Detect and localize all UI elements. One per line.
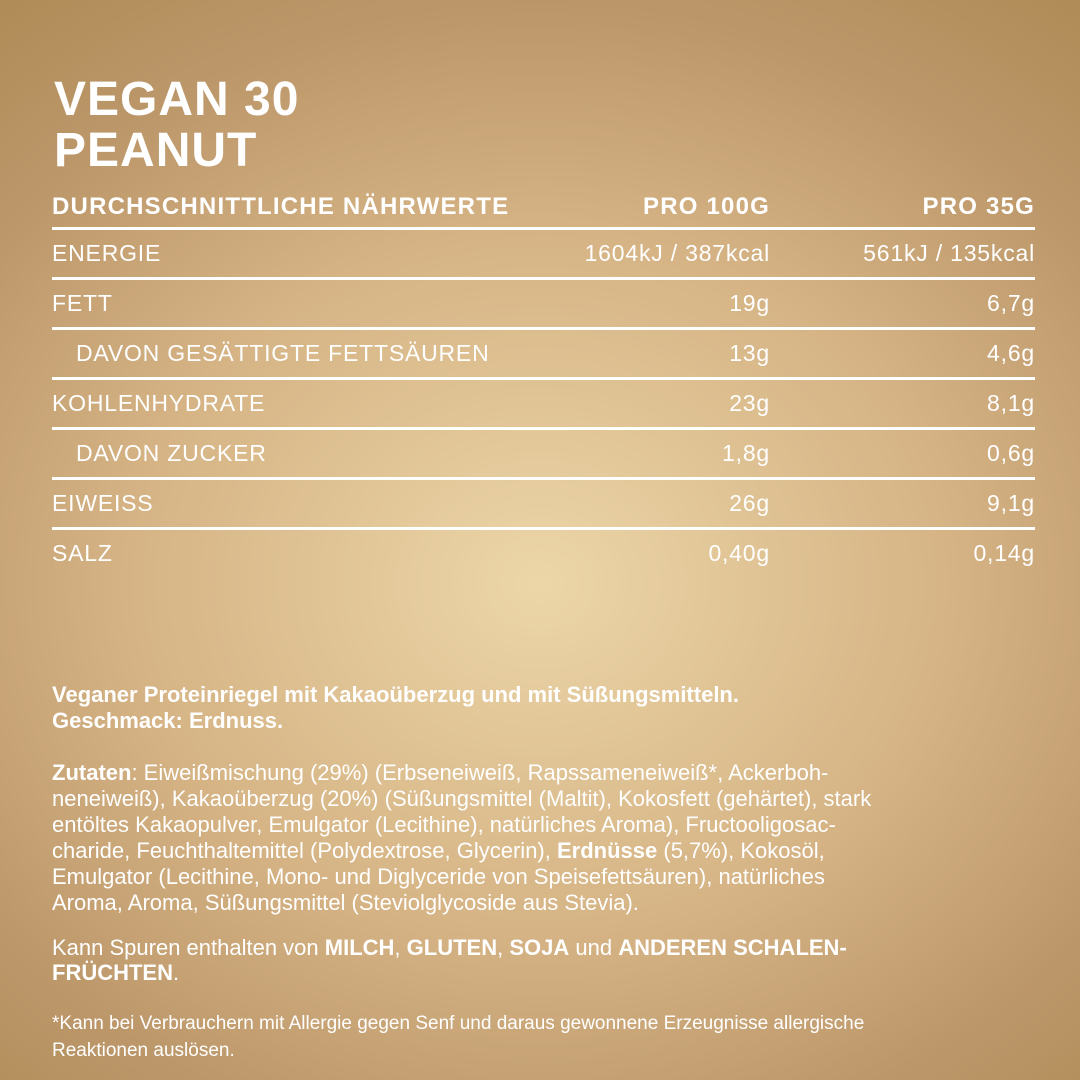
row-value-per100g: 1604kJ / 387kcal (584, 240, 770, 266)
product-title-line2: PEANUT (54, 124, 258, 178)
allergy-footnote: *Kann bei Verbrauchern mit Allergie gege… (52, 1010, 1037, 1064)
text-segment: (5,7%), Kokosöl, (657, 838, 825, 863)
table-row: FETT 19g 6,7g (52, 280, 1035, 327)
table-divider (52, 377, 1035, 380)
row-label: EIWEISS (52, 490, 154, 516)
row-label: KOHLENHYDRATE (52, 390, 266, 416)
row-label: SALZ (52, 540, 113, 566)
text-segment: Veganer Proteinriegel mit Kakaoüberzug u… (52, 682, 739, 707)
text-segment: neneiweiß), Kakaoüberzug (20%) (Süßungsm… (52, 786, 872, 811)
table-divider (52, 227, 1035, 230)
row-value-per35g: 0,14g (973, 540, 1035, 566)
text-segment: MILCH (324, 935, 395, 960)
row-label: FETT (52, 290, 113, 316)
header-per100g: PRO 100G (643, 192, 770, 220)
table-divider (52, 427, 1035, 430)
table-row: ENERGIE 1604kJ / 387kcal 561kJ / 135kcal (52, 230, 1035, 277)
table-row: SALZ 0,40g 0,14g (52, 530, 1035, 577)
row-value-per100g: 1,8g (722, 440, 770, 466)
row-value-per35g: 4,6g (987, 340, 1035, 366)
row-label: DAVON ZUCKER (76, 440, 267, 466)
table-divider (52, 477, 1035, 480)
text-segment: Zutaten (52, 760, 132, 785)
allergen-traces-text: Kann Spuren enthalten von MILCH, GLUTEN,… (52, 935, 1037, 985)
text-segment: Geschmack: Erdnuss. (52, 708, 284, 733)
text-segment: *Kann bei Verbrauchern mit Allergie gege… (52, 1013, 865, 1034)
text-segment: FRÜCHTEN (52, 960, 173, 985)
row-value-per100g: 0,40g (708, 540, 770, 566)
text-segment: GLUTEN (406, 935, 498, 960)
table-row: DAVON GESÄTTIGTE FETTSÄUREN 13g 4,6g (52, 330, 1035, 377)
text-segment: charide, Feuchthaltemittel (Polydextrose… (52, 838, 557, 863)
row-value-per35g: 561kJ / 135kcal (863, 240, 1035, 266)
text-segment: Reaktionen auslösen. (52, 1040, 235, 1061)
nutrition-table: DURCHSCHNITTLICHE NÄHRWERTE PRO 100G PRO… (52, 186, 1035, 577)
text-segment: . (173, 960, 180, 985)
text-segment: Aroma, Aroma, Süßungsmittel (Steviolglyc… (52, 890, 639, 915)
table-row: DAVON ZUCKER 1,8g 0,6g (52, 430, 1035, 477)
nutrition-table-rows: ENERGIE 1604kJ / 387kcal 561kJ / 135kcal FE… (52, 230, 1035, 577)
header-per35g: PRO 35G (922, 192, 1035, 220)
table-divider (52, 277, 1035, 280)
text-segment: Erdnüsse (556, 838, 658, 863)
row-value-per100g: 19g (729, 290, 770, 316)
row-label: ENERGIE (52, 240, 162, 266)
table-divider (52, 527, 1035, 530)
text-segment: Emulgator (Lecithine, Mono- und Diglycer… (52, 864, 825, 889)
header-label: DURCHSCHNITTLICHE NÄHRWERTE (52, 192, 510, 220)
text-segment: entöltes Kakaopulver, Emulgator (Lecithi… (52, 812, 836, 837)
row-label: DAVON GESÄTTIGTE FETTSÄUREN (76, 340, 490, 366)
product-description: Veganer Proteinriegel mit Kakaoüberzug u… (52, 682, 1037, 734)
text-segment: ANDEREN SCHALEN- (618, 935, 847, 960)
product-title: VEGAN 30 PEANUT (54, 74, 299, 176)
row-value-per100g: 26g (729, 490, 770, 516)
text-segment: : Eiweißmischung (29%) (Erbseneiweiß, Ra… (131, 760, 829, 785)
text-segment: , (497, 935, 510, 960)
row-value-per100g: 23g (729, 390, 770, 416)
product-title-line1: VEGAN 30 (54, 73, 300, 127)
nutrition-table-header: DURCHSCHNITTLICHE NÄHRWERTE PRO 100G PRO… (52, 186, 1035, 227)
row-value-per35g: 9,1g (987, 490, 1035, 516)
row-value-per100g: 13g (729, 340, 770, 366)
table-divider (52, 327, 1035, 330)
row-value-per35g: 0,6g (987, 440, 1035, 466)
row-value-per35g: 8,1g (987, 390, 1035, 416)
text-segment: und (569, 935, 619, 960)
table-row: KOHLENHYDRATE 23g 8,1g (52, 380, 1035, 427)
table-row: EIWEISS 26g 9,1g (52, 480, 1035, 527)
text-segment: Kann Spuren enthalten von (52, 935, 325, 960)
text-segment: , (394, 935, 407, 960)
text-segment: SOJA (509, 935, 570, 960)
ingredients-text: Zutaten: Eiweißmischung (29%) (Erbseneiw… (52, 760, 1037, 916)
row-value-per35g: 6,7g (987, 290, 1035, 316)
